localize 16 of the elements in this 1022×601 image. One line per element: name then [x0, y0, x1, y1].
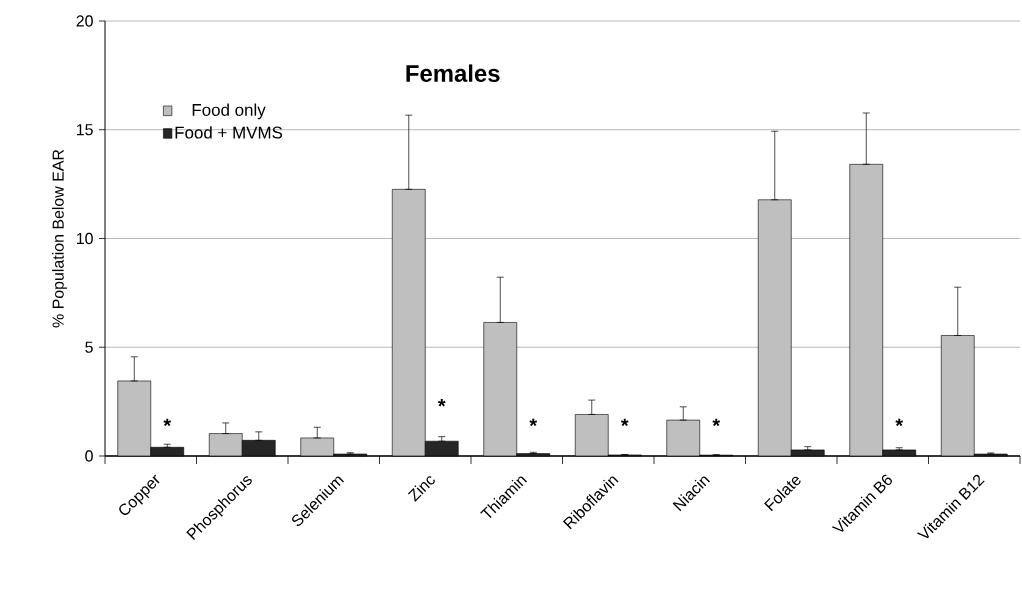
legend-label: Food + MVMS — [175, 126, 283, 139]
annotation: * — [620, 418, 629, 427]
y-tick-label: 10 — [76, 232, 93, 245]
y-tick-label: 0 — [85, 450, 93, 462]
annotation: * — [163, 418, 172, 427]
legend-label: Food only — [192, 103, 266, 120]
y-tick-label: 20 — [76, 15, 93, 27]
x-tick-label: Zinc — [407, 476, 435, 502]
y-tick-label: 15 — [76, 124, 93, 136]
annotation: * — [529, 418, 538, 427]
annotation: * — [712, 418, 721, 427]
y-axis-title: % Population Below EAR — [52, 149, 67, 328]
y-tick-label: 5 — [85, 341, 93, 353]
annotation: * — [895, 418, 904, 427]
text: Females — [406, 64, 500, 82]
annotation: * — [437, 399, 446, 407]
